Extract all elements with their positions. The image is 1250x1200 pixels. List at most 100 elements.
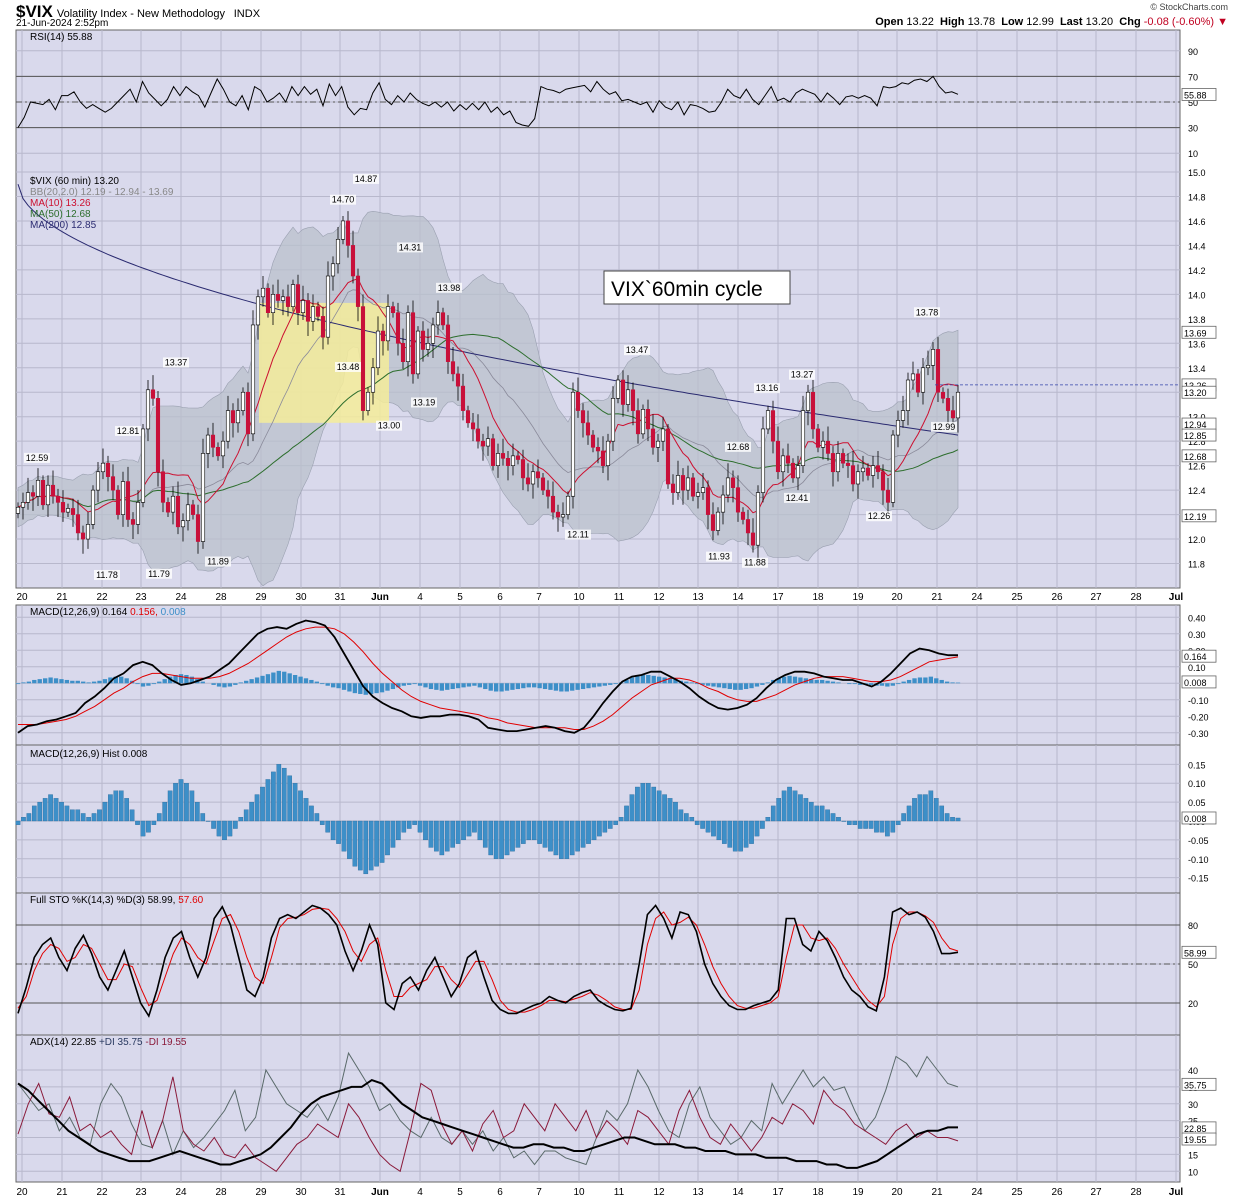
candle-body [710,514,716,531]
candle-body [565,495,571,515]
macd-hist-bar [276,670,281,684]
candle-body [825,440,831,454]
candle-body [155,398,161,473]
adx-legend: ADX(14) 22.85 +DI 35.75 -DI 19.55 [30,1037,187,1048]
x-axis-label-bottom: 13 [692,1187,704,1198]
x-axis-label: 6 [497,592,503,603]
candle-body [715,511,721,531]
x-axis-label-bottom: 20 [16,1187,28,1198]
macd-hist-bar [673,801,678,822]
candle-body [355,275,361,307]
candle-body [180,520,186,528]
macd-hist-bar [374,683,379,694]
x-axis-label: 21 [56,592,68,603]
macd-hist-bar [292,783,298,822]
macd-hist-bar [216,820,222,837]
macd-hist-bar [444,820,450,852]
macd-hist-bar [559,683,564,692]
y-tick-label: 14.2 [1188,266,1206,276]
macd-hist-bar [260,786,265,822]
macd-hist-bar [950,682,955,684]
candle-body [730,477,736,488]
macd-hist-bar [75,809,81,822]
y-tick-label: 0.40 [1188,613,1206,623]
candle-body [680,475,686,491]
candle-body [115,489,121,515]
macd-hist-bar [629,677,635,684]
macd-hist-bar [53,798,59,822]
sto-d-line [17,907,959,1013]
price-badge: 12.94 [1184,420,1207,430]
price-label: 12.41 [786,493,809,503]
candle-body [240,391,246,411]
candle-body [835,453,841,473]
price-label-bg [163,357,189,368]
y-tick-label: 70 [1188,72,1198,82]
macd-hist-bar [716,683,722,688]
macd-hist-bar [798,677,803,684]
y-tick-label: 13.6 [1188,339,1206,349]
macd-hist-bar [836,682,841,684]
candle-body [525,477,531,485]
legend-part: MA(50) 12.68 [30,209,91,220]
price-badge: 12.85 [1184,431,1207,441]
macd-hist-bar [86,682,91,684]
candle-body [140,428,146,503]
price-legend-bb: BB(20,2.0) 12.19 - 12.94 - 13.69 [30,187,174,198]
candle-body [165,502,171,513]
macd-hist-bar [493,820,499,859]
x-axis-label: 17 [772,592,784,603]
candle-body [385,306,391,342]
macd-hist-bar [238,817,244,822]
macd-hist-bar [847,820,852,825]
x-axis-label-bottom: 30 [295,1187,307,1198]
candle-body [295,284,301,314]
x-axis-label-bottom: 19 [852,1187,864,1198]
macd-hist-badge: 0.008 [1184,814,1207,824]
candle-body [700,487,706,493]
candle-body [215,446,221,457]
sto-badge: 58.99 [1184,948,1207,958]
candle-body [880,471,886,491]
price-label: 13.78 [916,307,939,317]
macd-hist-bar [75,680,80,684]
macd-hist-bar [488,683,493,691]
macd-hist-bar [624,679,629,684]
x-axis-label-bottom: 26 [1051,1187,1063,1198]
x-axis-label: 14 [732,592,744,603]
candle-body [910,373,916,381]
price-badge: 12.68 [1184,452,1207,462]
candle-body [750,532,756,546]
macd-hist-bar [553,683,559,691]
rsi-panel [15,29,1181,173]
candle-body [685,477,691,491]
macd-hist-bar [537,683,542,689]
price-label: 12.26 [868,511,891,521]
macd-hist-bar [249,679,254,684]
macd-hist-bar [292,675,298,684]
candle-body [815,428,821,448]
candle-body [195,514,201,542]
x-axis-label: 7 [536,592,542,603]
macd-hist-bar [868,683,874,685]
macd-hist-bar [499,820,504,859]
macd-hist-bar [890,683,895,686]
y-tick-label: -0.20 [1188,712,1209,722]
x-axis-label-bottom: 11 [614,1187,625,1198]
macd-hist-bar [890,820,896,833]
price-legend-ma50: MA(50) 12.68 [30,209,91,220]
macd-hist-bar [325,820,331,833]
macd-hist-bar [37,801,43,822]
macd-hist-bar [727,683,732,690]
price-label: 13.37 [165,357,188,367]
macd-hist-bar [662,794,667,822]
macd-hist-bar [271,672,276,684]
macd-hist-bar [445,683,450,690]
legend-part: +DI 35.75 [99,1037,145,1048]
macd-hist-bar [455,683,461,689]
macd-hist-bar [711,683,716,687]
macd-hist-bar [760,683,765,685]
macd-hist-bar [923,677,928,684]
macd-hist-bar [157,681,162,684]
macd-hist-bar [510,820,515,852]
